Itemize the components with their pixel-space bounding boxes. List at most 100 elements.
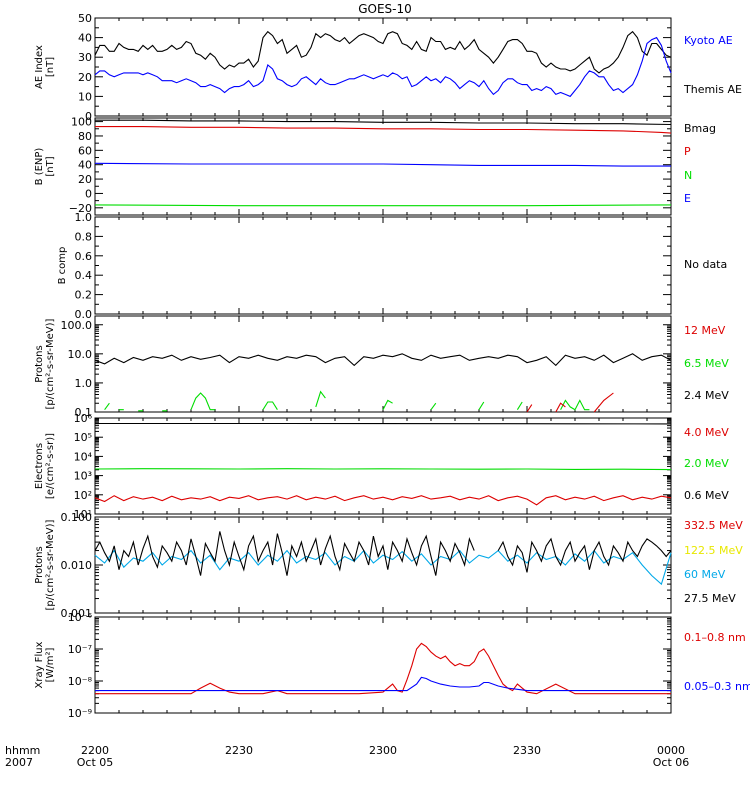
date-tick-label: Oct 06: [653, 756, 690, 769]
panel-electrons: 10¹ 10² 10³ 10⁴ 10⁵ 10⁶ Electrons [e/(cm²-s-sr)…: [34, 412, 729, 521]
series-0-05-0-3-nm: [95, 676, 671, 692]
legend-27-5-mev: 27.5 MeV: [684, 592, 736, 605]
panel-frame: [94, 17, 672, 117]
series-6-5-mev: [104, 390, 590, 412]
y-tick-label: 10⁶: [74, 412, 93, 425]
y-tick-label: 10: [78, 90, 92, 103]
y-tick-label: 10⁻⁷: [68, 643, 92, 656]
y-tick-label: 0.100: [61, 511, 93, 524]
y-tick-label: 10¹: [74, 508, 92, 521]
y-tick-label: −20: [69, 202, 92, 215]
series-kyoto-ae: [94, 30, 672, 74]
y-tick-label: 0.4: [75, 269, 93, 282]
y-tick-label: 0.8: [75, 230, 93, 243]
y-tick-label: 100: [71, 116, 92, 129]
panel-xray: 10⁻⁹ 10⁻⁸ 10⁻⁷ 10⁻⁶ Xray Flux [W/m²] 0.1–0.8 n…: [34, 611, 750, 769]
series-60-mev: [94, 549, 672, 586]
y-tick-label: 10²: [74, 489, 92, 502]
series-2-0-mev: [94, 468, 672, 471]
time-tick-label: 0000: [657, 744, 685, 757]
y-tick-label: 50: [78, 12, 92, 25]
y-axis-label: AE Index: [34, 45, 45, 89]
legend-bmag: Bmag: [684, 122, 716, 135]
legend-no-data: No data: [684, 258, 727, 271]
y-tick-label: 10⁻⁶: [68, 611, 93, 624]
series-4-0-mev: [94, 495, 672, 506]
y-axis-label: [nT]: [45, 57, 56, 77]
legend-themis-ae: Themis AE: [683, 83, 742, 96]
date-tick-label: Oct 05: [77, 756, 114, 769]
y-axis-label: B comp: [57, 247, 68, 285]
legend-60-mev: 60 MeV: [684, 568, 726, 581]
y-tick-label: 20: [78, 173, 92, 186]
series-12-mev: [526, 392, 614, 413]
y-axis-label: [e/(cm²-s-sr)]: [45, 433, 56, 499]
series-e: [94, 162, 671, 167]
legend-6-5-mev: 6.5 MeV: [684, 357, 729, 370]
panel-protons2: 0.001 0.010 0.100 Protons [p/(cm²-s-sr-MeV)]…: [34, 511, 743, 620]
y-tick-label: 0.2: [75, 289, 93, 302]
y-tick-label: 60: [78, 144, 92, 157]
y-tick-label: 10⁴: [74, 450, 93, 463]
time-tick-label: 2200: [81, 744, 109, 757]
y-tick-label: 0: [85, 110, 92, 123]
y-tick-label: 40: [78, 159, 92, 172]
series-2-4-mev: [94, 353, 672, 367]
time-axis-label-hhmm: hhmm: [5, 744, 40, 757]
legend-0-05-0-3-nm: 0.05–0.3 nm: [684, 680, 750, 693]
panel-protons1: 0.1 1.0 10.0 100.0 Protons [p/(cm²-s-sr-MeV)]…: [34, 315, 729, 419]
legend-2-4-mev: 2.4 MeV: [684, 389, 729, 402]
y-tick-label: 1.0: [75, 377, 93, 390]
panel-bcomp: 0.0 0.2 0.4 0.6 0.8 1.0 B comp No data: [57, 211, 727, 321]
legend-122-5-mev: 122.5 MeV: [684, 544, 743, 557]
y-tick-label: 40: [78, 32, 92, 45]
series-27-5-mev: [94, 531, 672, 576]
time-axis: hhmm 2007: [5, 744, 40, 769]
panel-frame: [94, 616, 672, 714]
y-axis-label: B (ENP): [34, 148, 45, 186]
panel-frame: [94, 117, 672, 216]
y-axis-label: [nT]: [45, 156, 56, 176]
y-axis-label: Protons: [34, 345, 45, 382]
legend-p: P: [684, 145, 691, 158]
y-tick-label: 10⁵: [74, 431, 92, 444]
series-themis-ae: [94, 36, 672, 98]
time-tick-label: 2300: [369, 744, 397, 757]
y-tick-label: 20: [78, 71, 92, 84]
y-tick-label: 10³: [74, 470, 92, 483]
panel-frame: [94, 315, 672, 413]
panel-ae: 0 10 20 30 40 50 AE Index [nT] Kyoto AE Themis AE: [34, 12, 742, 123]
y-tick-label: 0: [85, 187, 92, 200]
y-tick-label: 10⁻⁸: [68, 675, 93, 688]
y-tick-label: 0.001: [61, 607, 93, 620]
y-tick-label: 0.6: [75, 250, 93, 263]
y-axis-label: [W/m²]: [45, 647, 56, 682]
y-tick-label: 100.0: [61, 319, 93, 332]
series-0-1-0-8-nm: [95, 642, 671, 695]
legend-0-1-0-8-nm: 0.1–0.8 nm: [684, 631, 746, 644]
y-tick-label: 0.0: [75, 308, 93, 321]
time-tick-label: 2330: [513, 744, 541, 757]
series-p: [95, 126, 672, 134]
y-tick-label: 80: [78, 130, 92, 143]
legend-332-5-mev: 332.5 MeV: [684, 519, 743, 532]
panel-frame: [94, 216, 672, 315]
series-bmag: [95, 119, 672, 126]
y-tick-label: 30: [78, 51, 92, 64]
y-tick-label: 10.0: [68, 348, 93, 361]
legend-0-6-mev: 0.6 MeV: [684, 489, 729, 502]
y-tick-label: 1.0: [75, 211, 93, 224]
legend-12-mev: 12 MeV: [684, 324, 726, 337]
y-axis-label: Xray Flux: [34, 641, 45, 688]
figure-title: GOES-10: [358, 2, 412, 16]
y-tick-label: 0.010: [61, 559, 93, 572]
legend-n: N: [684, 169, 692, 182]
y-axis-label: Protons: [34, 546, 45, 583]
y-axis-label: [p/(cm²-s-sr-MeV)]: [45, 519, 56, 610]
y-axis-label: [p/(cm²-s-sr-MeV)]: [45, 318, 56, 409]
legend-kyoto-ae: Kyoto AE: [684, 34, 733, 47]
legend-4-0-mev: 4.0 MeV: [684, 426, 729, 439]
time-tick-label: 2230: [225, 744, 253, 757]
